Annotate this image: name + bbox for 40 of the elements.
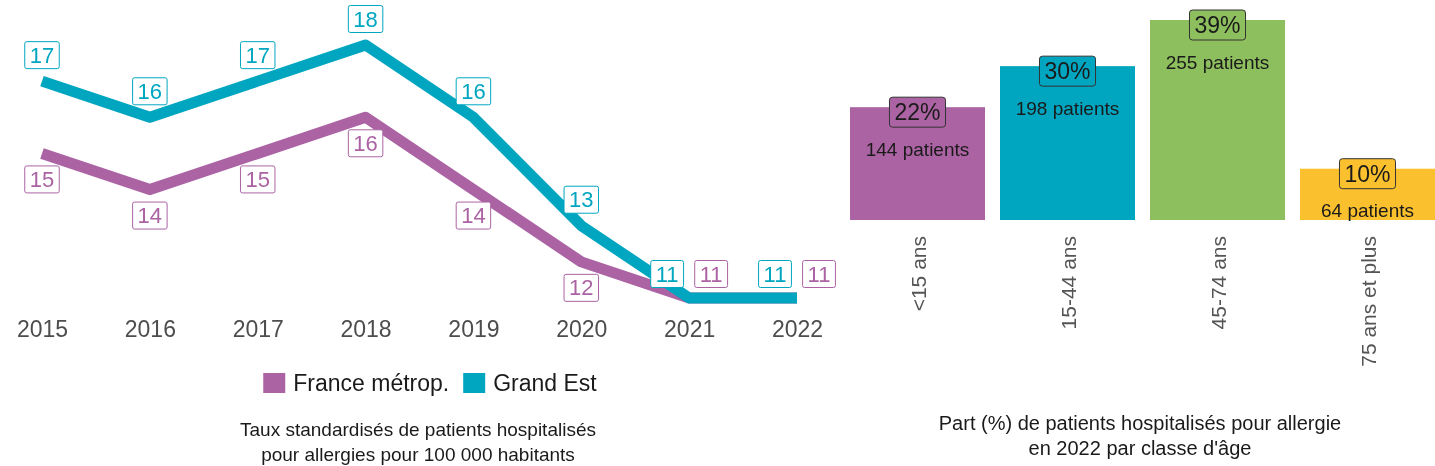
data-label: 18 <box>353 6 378 32</box>
annotation: 255 patients <box>1165 51 1270 73</box>
x-axis-title: Part (%) de patients hospitalisés pour allergie en 2022 par classe d'âge <box>938 412 1342 459</box>
x-axis-title: Taux standardisés de patients hospitalisés pour allergies pour 100 000 habitants <box>240 419 596 465</box>
x-tick-label: 15-44 ans <box>1056 236 1080 330</box>
x-tick-label: 2019 <box>448 316 500 343</box>
data-label: 22% <box>894 99 941 126</box>
data-label: 10% <box>1344 160 1391 187</box>
data-label: 16 <box>461 78 486 104</box>
data-label: 17 <box>29 42 55 68</box>
data-label: 13 <box>569 187 594 213</box>
data-label: 11 <box>807 261 831 287</box>
x-tick-label: 75 ans et plus <box>1356 236 1380 367</box>
legend-label: Grand Est <box>493 370 598 396</box>
annotation: 64 patients <box>1321 200 1414 222</box>
x-tick-label: 2021 <box>664 316 716 343</box>
x-tick-label: 2015 <box>16 316 69 343</box>
data-label: 16 <box>353 130 378 156</box>
x-tick-label: 2022 <box>771 316 824 343</box>
data-label: 15 <box>29 166 55 192</box>
x-tick-label: 2020 <box>556 316 608 343</box>
data-label: 15 <box>245 166 270 192</box>
data-label: 11 <box>763 261 787 287</box>
legend-label: France métrop. <box>293 370 450 396</box>
data-label: 14 <box>461 203 486 229</box>
data-label: 39% <box>1194 12 1241 38</box>
data-label: 11 <box>655 261 679 287</box>
x-tick-label: 2017 <box>232 316 284 343</box>
x-tick-label: 45-74 ans <box>1206 236 1230 330</box>
annotation: 198 patients <box>1015 97 1120 119</box>
data-label: 12 <box>569 275 594 301</box>
data-label: 17 <box>245 42 270 68</box>
data-label: 30% <box>1044 58 1091 85</box>
data-label: 16 <box>137 78 163 104</box>
data-label: 14 <box>137 203 163 229</box>
annotation: 144 patients <box>865 138 970 160</box>
data-label: 11 <box>699 261 723 287</box>
x-tick-label: <15 ans <box>906 236 930 312</box>
x-tick-label: 2018 <box>340 316 392 343</box>
x-tick-label: 2016 <box>124 316 176 343</box>
